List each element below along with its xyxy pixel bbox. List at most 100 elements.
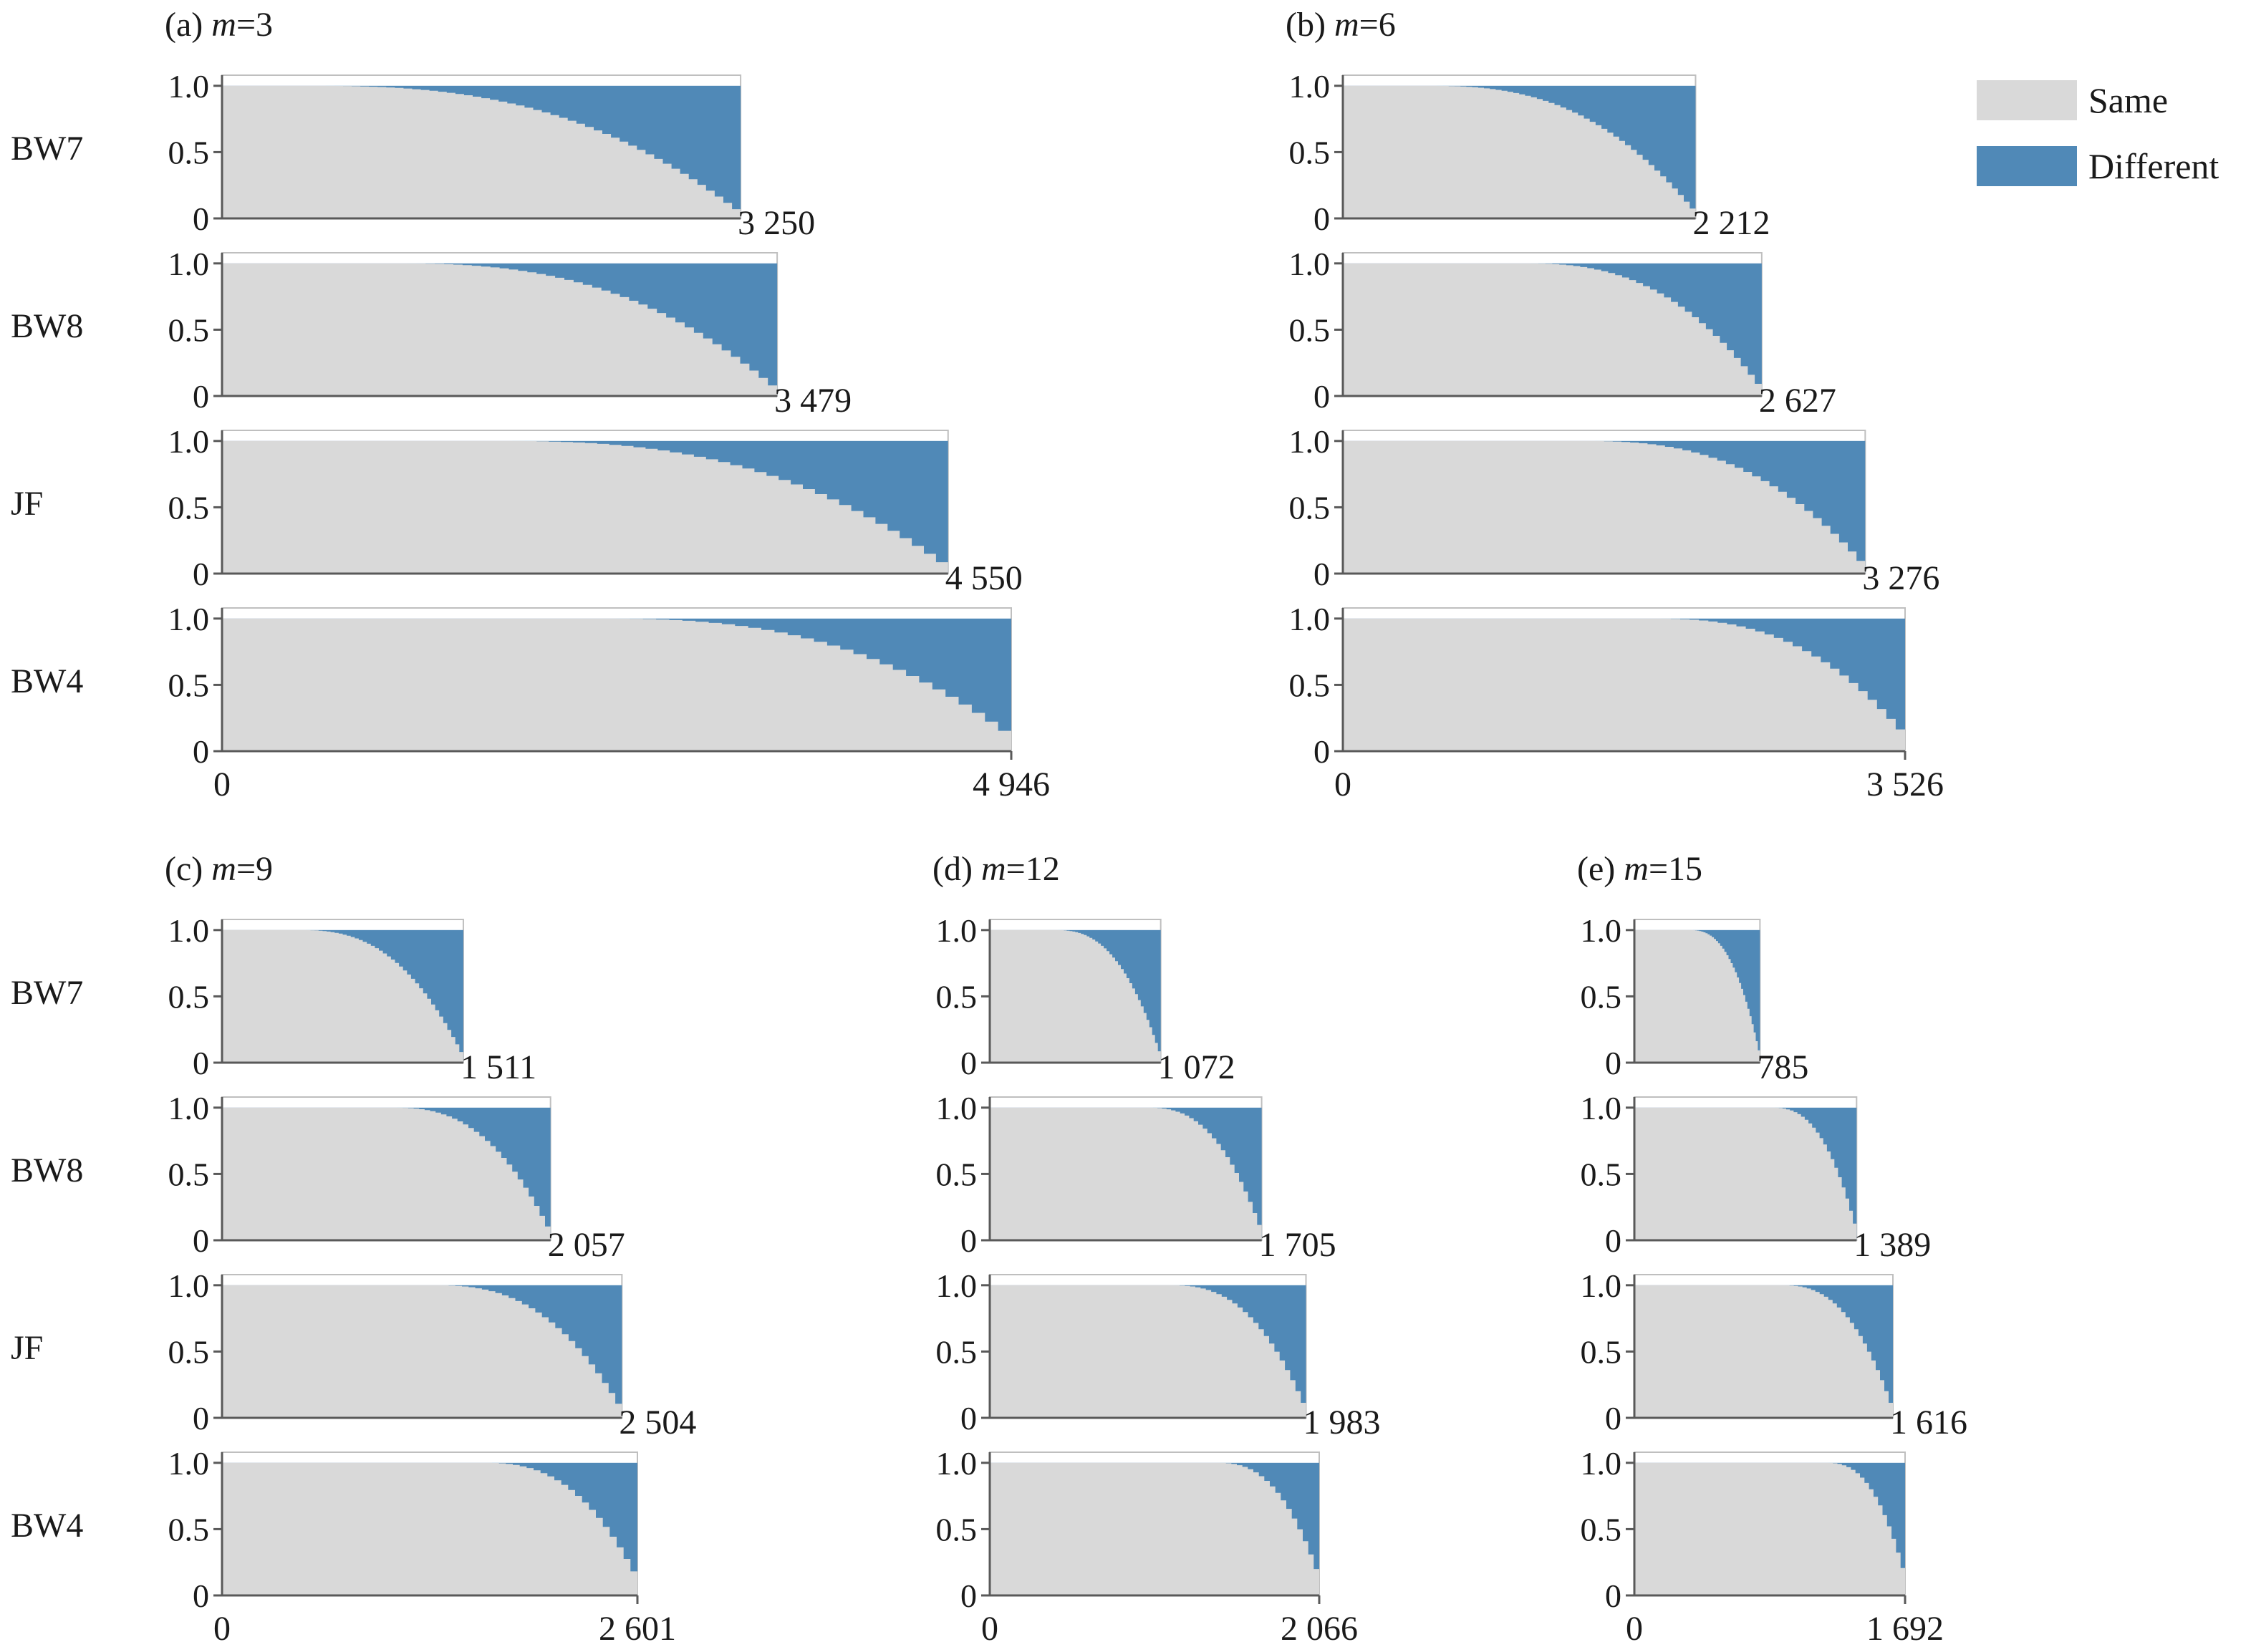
subplot-jf: 1.0 0.5 0 1 616 (1581, 1267, 1968, 1441)
y-tick-label: 0.5 (1289, 667, 1331, 703)
end-count-label: 3 276 (1862, 559, 1939, 597)
chart-panel-4: (e) m=15 1.0 0.5 0 785 1.0 0.5 0 1 389 1.0 0.5 0 1 6… (1577, 850, 1967, 1648)
row-label: JF (11, 485, 43, 523)
same-area (1634, 929, 1760, 1063)
legend-swatch-different (1977, 146, 2077, 186)
end-count-label: 1 616 (1890, 1404, 1967, 1441)
subplot-bw8: 1.0 0.5 0 2 627 (1289, 246, 1836, 420)
y-tick-label: 1.0 (168, 1090, 210, 1126)
same-area (990, 1107, 1262, 1240)
same-area (222, 263, 778, 396)
y-tick-label: 1.0 (168, 68, 210, 105)
y-tick-label: 0.5 (1581, 1333, 1622, 1370)
same-area (222, 1285, 622, 1418)
end-count-label: 1 389 (1854, 1226, 1931, 1264)
y-tick-label: 0.5 (1581, 978, 1622, 1015)
y-tick-label: 1.0 (936, 912, 978, 949)
end-count-label: 1 705 (1259, 1226, 1336, 1264)
row-label: BW8 (11, 307, 83, 345)
subplot-jf: 1.0 0.5 0 1 983 (936, 1267, 1381, 1441)
subplot-bw4: 1.0 0.5 0 (1581, 1445, 1906, 1614)
subplot-bw7: 1.0 0.5 0 2 212 (1289, 68, 1770, 242)
subplot-bw8: 1.0 0.5 0 1 705 (936, 1090, 1336, 1264)
end-count-label: 2 504 (619, 1404, 696, 1441)
y-tick-label: 1.0 (168, 1445, 210, 1482)
same-area (222, 618, 1011, 751)
y-tick-label: 0 (1313, 733, 1330, 770)
same-area (1634, 1107, 1857, 1240)
y-tick-label: 1.0 (1581, 1267, 1622, 1304)
subplot-bw4: 1.0 0.5 0 (936, 1445, 1320, 1614)
x-tick-label-end: 1 692 (1866, 1610, 1944, 1648)
x-tick-label-start: 0 (1626, 1610, 1643, 1648)
row-label: JF (11, 1329, 43, 1367)
y-tick-label: 0.5 (936, 978, 978, 1015)
y-tick-label: 0 (1605, 1045, 1621, 1081)
y-tick-label: 1.0 (936, 1267, 978, 1304)
y-tick-label: 1.0 (168, 912, 210, 949)
same-area (1634, 1462, 1905, 1595)
x-tick-label-end: 4 946 (973, 765, 1050, 803)
panel-title: (a) m=3 (165, 6, 273, 44)
y-tick-label: 1.0 (936, 1445, 978, 1482)
same-area (1343, 263, 1762, 396)
x-tick-label-end: 2 601 (599, 1610, 676, 1648)
y-tick-label: 1.0 (936, 1090, 978, 1126)
legend-item-different: Different (1977, 146, 2249, 186)
panel-title: (b) m=6 (1286, 6, 1396, 44)
same-area (222, 440, 948, 574)
y-tick-label: 0.5 (168, 134, 210, 170)
y-tick-label: 0 (193, 556, 209, 592)
row-label: BW8 (11, 1151, 83, 1189)
y-tick-label: 0.5 (936, 1511, 978, 1547)
subplot-jf: 1.0 0.5 0 JF 2 504 (11, 1267, 696, 1441)
y-tick-label: 0 (193, 201, 209, 237)
x-tick-label-start: 0 (981, 1610, 998, 1648)
subplot-bw7: 1.0 0.5 0 1 072 (936, 912, 1235, 1086)
y-tick-label: 0 (1605, 1578, 1621, 1614)
legend-label-same: Same (2088, 80, 2169, 120)
y-tick-label: 1.0 (1581, 1090, 1622, 1126)
end-count-label: 3 479 (774, 382, 852, 420)
y-tick-label: 0 (960, 1400, 977, 1436)
legend-label-different: Different (2088, 146, 2219, 186)
y-tick-label: 0 (193, 1400, 209, 1436)
row-label: BW4 (11, 1507, 83, 1545)
panel-title: (c) m=9 (165, 850, 273, 888)
subplot-bw4: 1.0 0.5 0 BW4 (11, 601, 1012, 770)
row-label: BW7 (11, 130, 83, 168)
end-count-label: 2 212 (1692, 204, 1770, 242)
y-tick-label: 0.5 (1581, 1156, 1622, 1192)
y-tick-label: 0.5 (168, 1333, 210, 1370)
subplot-bw8: 1.0 0.5 0 1 389 (1581, 1090, 1932, 1264)
same-area (990, 1285, 1306, 1418)
row-label: BW7 (11, 974, 83, 1012)
y-tick-label: 0 (960, 1578, 977, 1614)
legend-swatch-same (1977, 80, 2077, 120)
end-count-label: 2 627 (1759, 382, 1836, 420)
y-tick-label: 1.0 (168, 601, 210, 637)
y-tick-label: 1.0 (1289, 246, 1331, 282)
end-count-label: 4 550 (945, 559, 1023, 597)
y-tick-label: 0.5 (168, 1156, 210, 1192)
x-tick-label-end: 2 066 (1281, 1610, 1358, 1648)
x-tick-label-start: 0 (1334, 765, 1351, 803)
legend: Same Different (1977, 80, 2249, 212)
same-area (990, 929, 1161, 1063)
same-area (1343, 85, 1696, 218)
y-tick-label: 0.5 (168, 311, 210, 348)
legend-item-same: Same (1977, 80, 2249, 120)
y-tick-label: 0 (1313, 378, 1330, 415)
y-tick-label: 0 (1313, 556, 1330, 592)
y-tick-label: 0 (193, 1045, 209, 1081)
x-tick-label-start: 0 (213, 1610, 231, 1648)
y-tick-label: 0 (1605, 1222, 1621, 1259)
subplot-bw4: 1.0 0.5 0 BW4 (11, 1445, 638, 1614)
y-tick-label: 1.0 (1289, 601, 1331, 637)
subplot-jf: 1.0 0.5 0 3 276 (1289, 423, 1940, 597)
y-tick-label: 0 (193, 1222, 209, 1259)
y-tick-label: 1.0 (168, 246, 210, 282)
